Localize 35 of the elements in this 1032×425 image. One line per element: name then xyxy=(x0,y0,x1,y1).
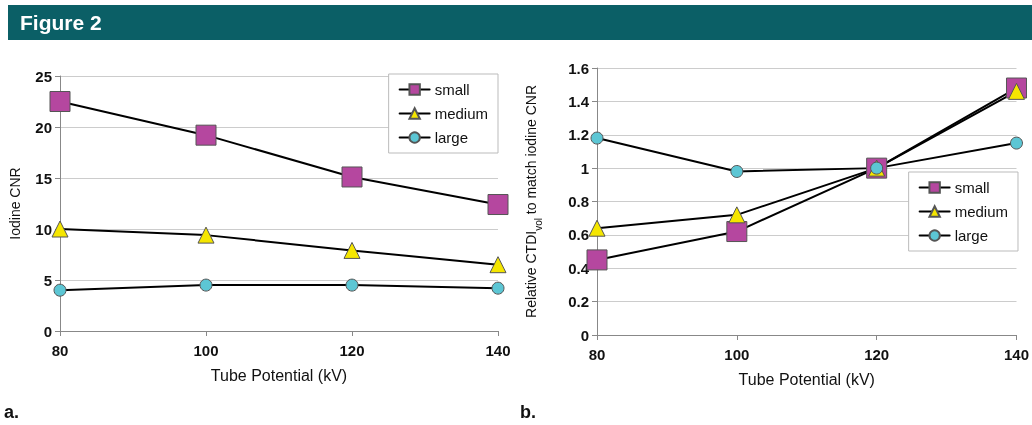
y-tick-label: 15 xyxy=(35,169,52,187)
y-tick-label: 0.2 xyxy=(568,293,589,311)
legend-label: large xyxy=(434,129,469,146)
x-tick-label: 140 xyxy=(485,342,511,359)
x-axis-title: Tube Potential (kV) xyxy=(738,370,875,388)
x-tick-label: 80 xyxy=(51,342,69,359)
y-tick-label: 1 xyxy=(580,159,589,177)
y-tick-label: 5 xyxy=(43,271,52,289)
y-tick-label: 25 xyxy=(35,67,52,85)
x-tick-label: 100 xyxy=(724,346,750,363)
y-axis-title: Relative CTDIvol to match iodine CNR xyxy=(523,85,544,318)
y-tick-label: 0 xyxy=(580,326,589,344)
legend-label: medium xyxy=(434,105,489,122)
y-tick-label: 20 xyxy=(35,118,52,136)
legend-label: large xyxy=(954,227,989,244)
y-tick-label: 0.6 xyxy=(568,226,589,244)
x-tick-label: 140 xyxy=(1003,346,1029,363)
text: b. xyxy=(520,402,536,422)
chart-title: Figure 2 xyxy=(20,11,102,35)
y-tick-label: 0.8 xyxy=(568,193,589,210)
legend-label: small xyxy=(434,81,470,98)
text: a. xyxy=(4,402,20,422)
y-tick-label: 1.6 xyxy=(568,59,589,77)
y-tick-label: 0 xyxy=(43,322,52,340)
y-axis-title: Iodine CNR xyxy=(7,167,23,240)
y-tick-label: 1.2 xyxy=(568,126,589,144)
x-tick-label: 120 xyxy=(339,342,365,359)
x-tick-label: 120 xyxy=(864,346,890,363)
x-tick-label: 100 xyxy=(193,342,219,359)
x-tick-label: 80 xyxy=(588,346,606,363)
y-tick-label: 10 xyxy=(35,220,52,238)
y-tick-label: 1.4 xyxy=(568,92,590,110)
legend-label: small xyxy=(954,179,990,196)
legend-label: medium xyxy=(954,203,1009,220)
x-axis-title: Tube Potential (kV) xyxy=(210,366,348,384)
